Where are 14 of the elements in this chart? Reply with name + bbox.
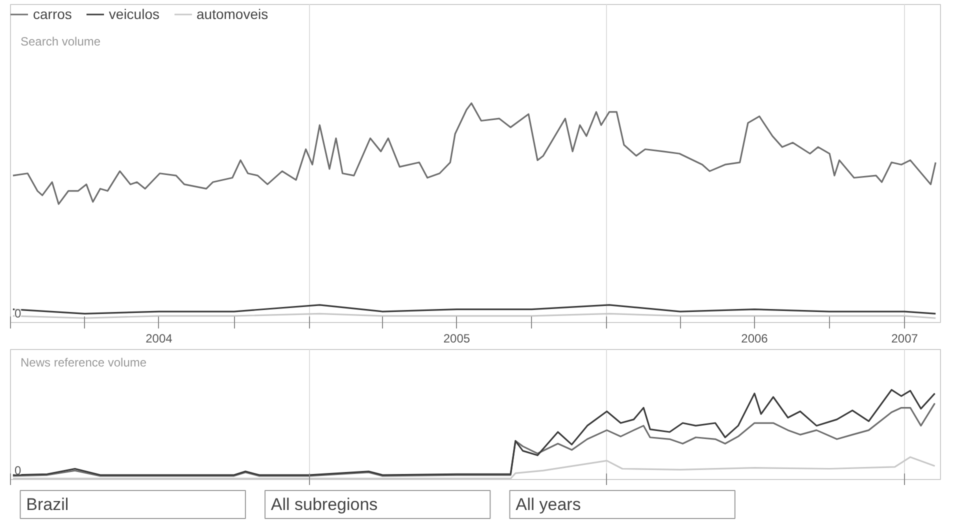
text: All subregions <box>270 495 378 514</box>
x-tick-label: 2007 <box>891 332 918 346</box>
x-tick-label: 2005 <box>443 332 470 346</box>
text: Brazil <box>26 495 69 514</box>
x-tick-label: 2006 <box>741 332 768 346</box>
annotation: 0 <box>14 464 22 478</box>
legend-label: carros <box>33 6 72 22</box>
annotation: 0 <box>14 306 22 320</box>
chart-title: Search volume <box>20 34 101 48</box>
chart-title: News reference volume <box>20 356 147 370</box>
x-tick-label: 2004 <box>146 332 173 346</box>
legend-label: automoveis <box>196 6 268 22</box>
text: All years <box>516 495 581 514</box>
legend-label: veiculos <box>108 6 160 22</box>
